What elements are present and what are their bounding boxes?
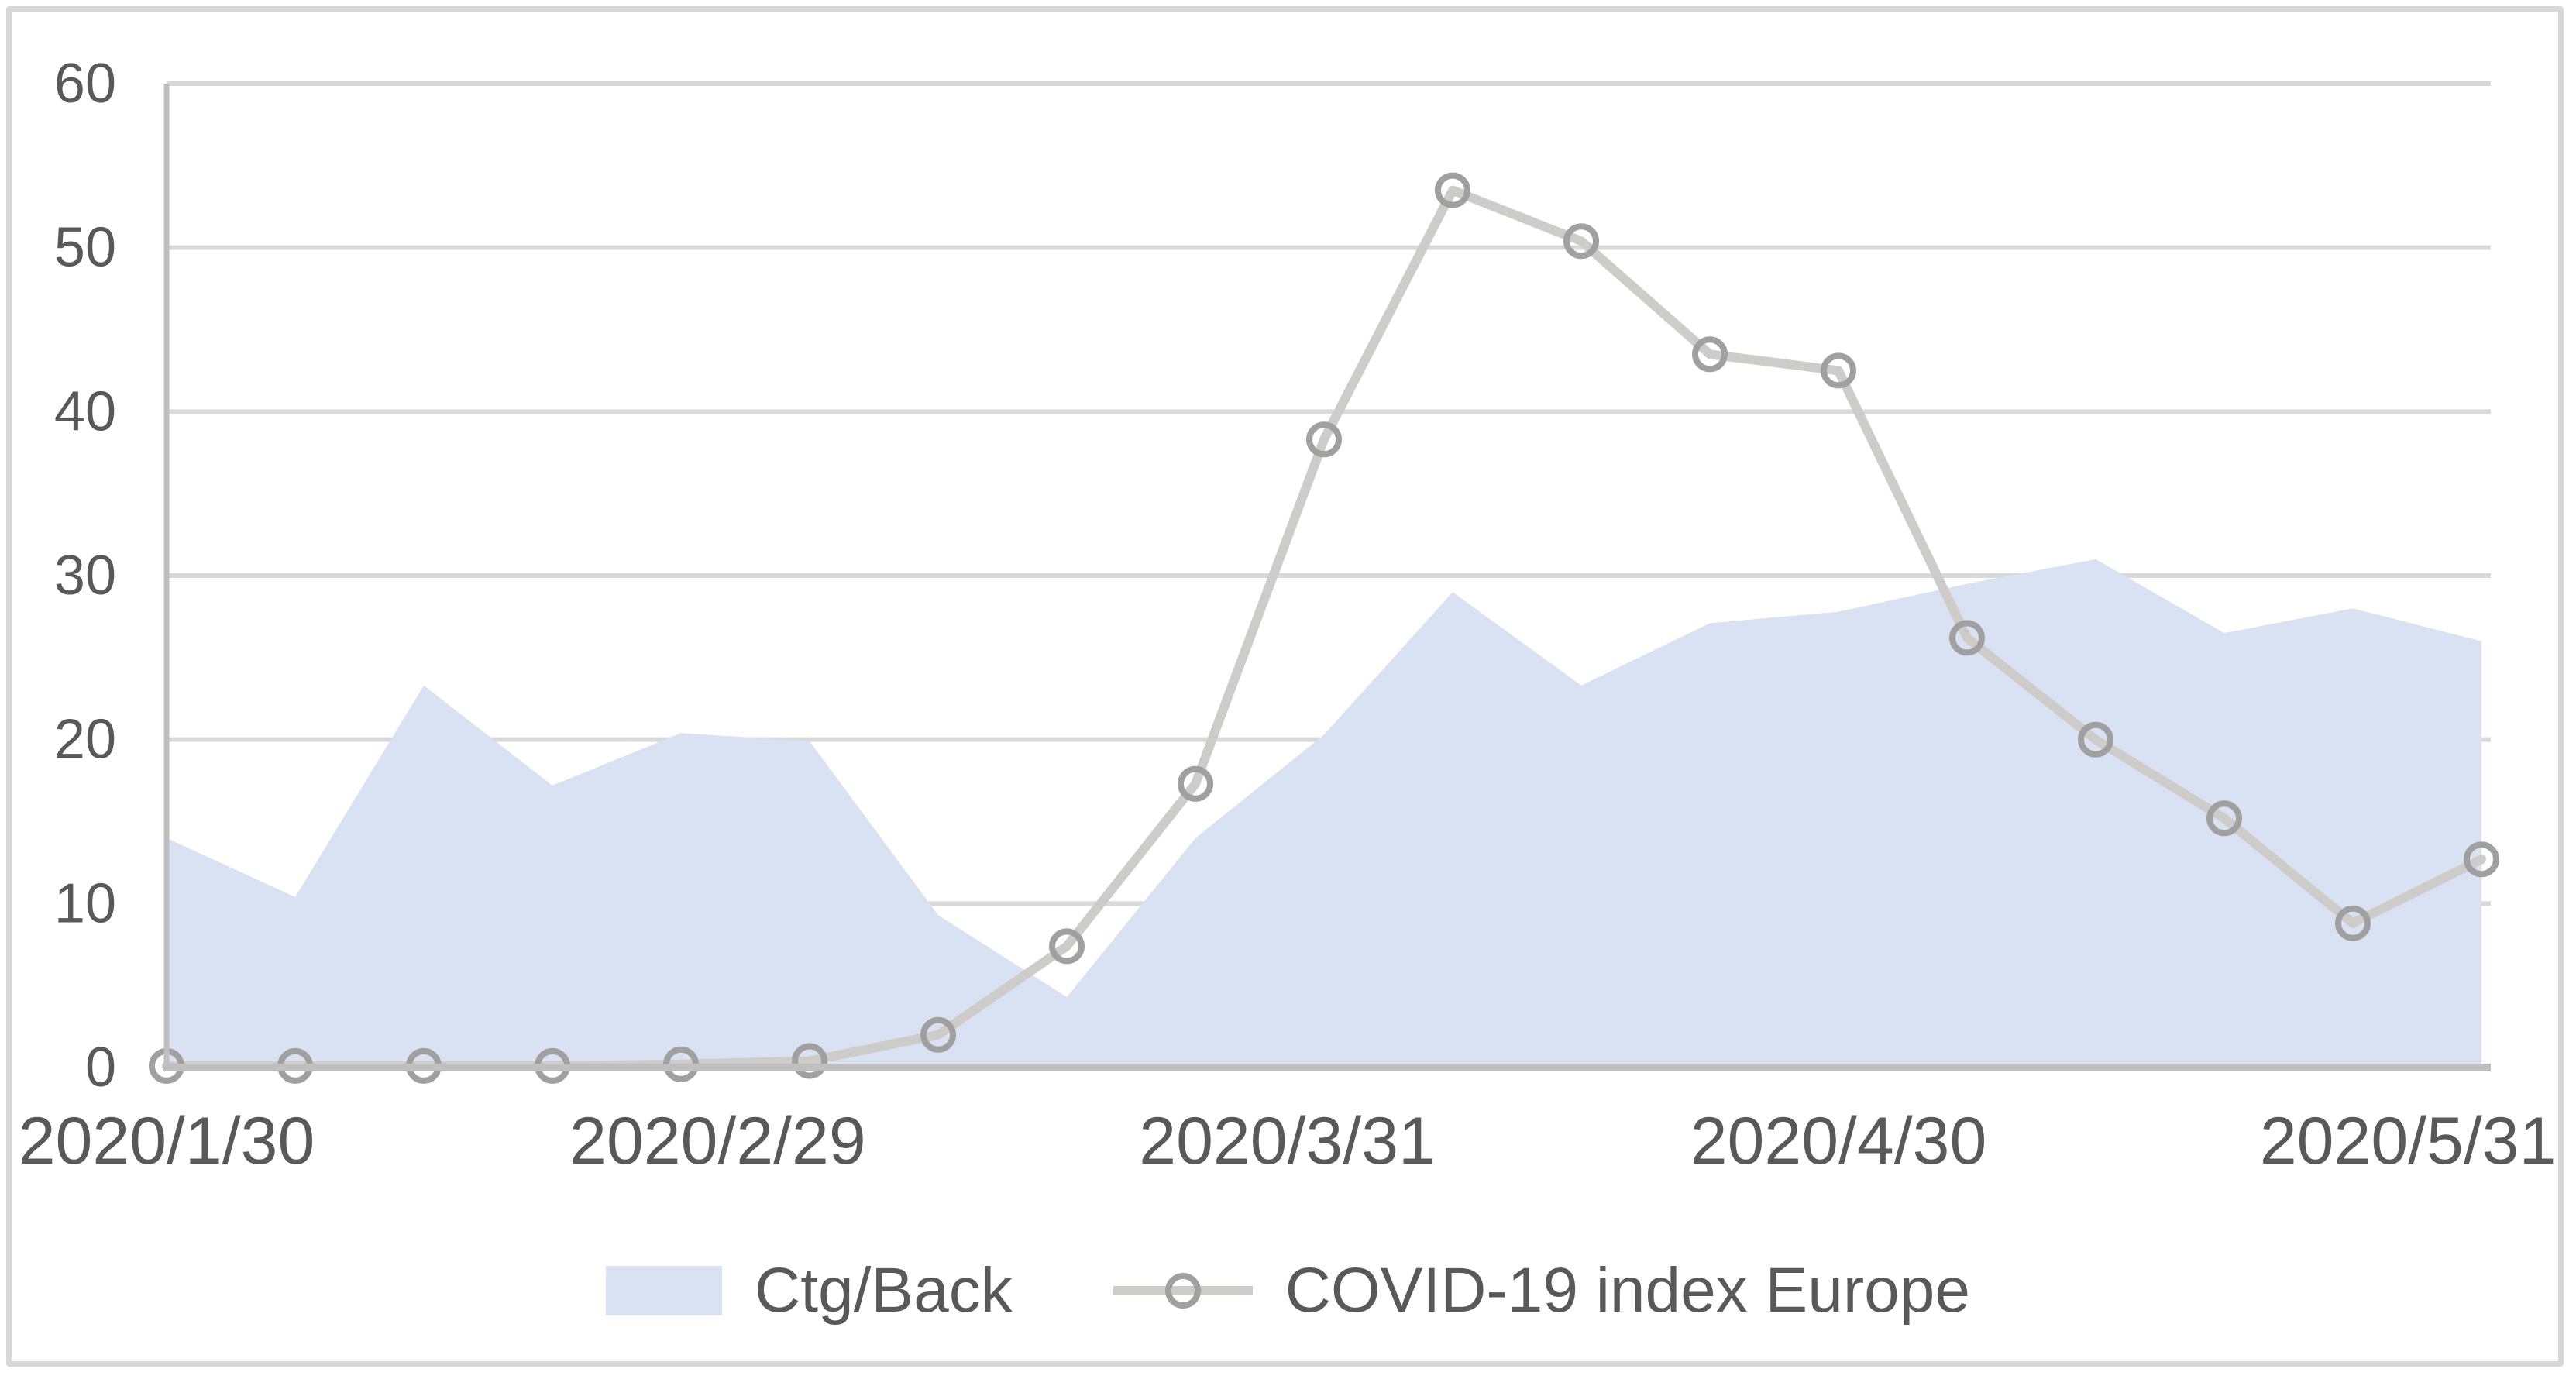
data-point-marker [2206,800,2242,837]
data-point-marker [2078,721,2113,758]
x-tick-label: 2020/3/31 [1139,1104,1436,1178]
data-point-marker [1435,172,1470,208]
legend-label-line: COVID-19 index Europe [1285,1255,1970,1326]
area-series-ctg-back [167,559,2481,1068]
x-tick-label: 2020/2/29 [569,1104,866,1178]
legend: Ctg/Back COVID-19 index Europe [0,1236,2576,1345]
x-tick-label: 2020/1/30 [19,1104,315,1178]
x-tick-label: 2020/5/31 [2260,1104,2557,1178]
legend-item-area: Ctg/Back [606,1259,1013,1322]
data-point-marker [1049,928,1085,965]
data-point-marker [2464,841,2499,878]
circle-marker-icon [1164,1273,1201,1309]
data-point-marker [1563,223,1599,260]
data-point-marker [1949,620,1985,656]
data-point-marker [792,1043,827,1079]
series-layer [149,172,2499,1084]
y-tick-label: 50 [54,217,116,279]
y-tick-label: 0 [85,1037,116,1099]
x-tick-label: 2020/4/30 [1690,1104,1987,1178]
line-marker-icon [1113,1266,1253,1315]
data-point-marker [1306,421,1342,458]
y-tick-label: 20 [54,709,116,771]
axis-layer [163,84,2491,1071]
axis-labels-layer: 0 10 20 30 40 50 60 2020/1/30 2020/2/29 2020/3/31… [19,53,2557,1178]
y-tick-label: 40 [54,380,116,442]
data-point-marker [1692,336,1728,373]
data-point-marker [920,1016,956,1053]
y-tick-label: 10 [54,872,116,934]
y-tick-label: 60 [54,53,116,115]
legend-label-area: Ctg/Back [755,1255,1013,1326]
y-tick-label: 30 [54,545,116,607]
data-point-marker [1821,352,1856,389]
data-point-marker [1178,765,1213,802]
data-point-marker [2335,905,2371,941]
legend-item-line: COVID-19 index Europe [1113,1259,1970,1322]
area-swatch-icon [606,1266,723,1315]
